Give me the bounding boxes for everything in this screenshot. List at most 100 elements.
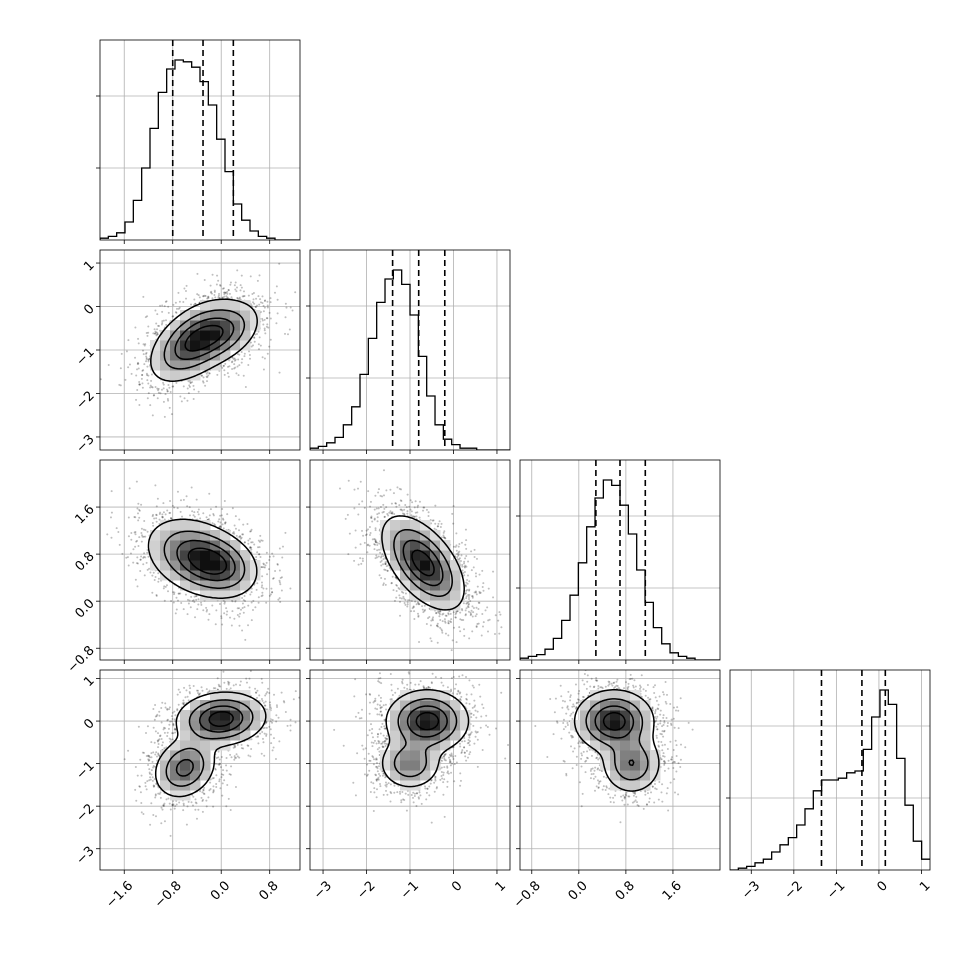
sample-point	[415, 603, 418, 606]
sample-point	[118, 543, 121, 546]
sample-point	[248, 353, 251, 356]
sample-point	[214, 687, 217, 690]
sample-point	[653, 782, 656, 785]
sample-point	[141, 374, 144, 377]
sample-point	[639, 687, 642, 690]
sample-point	[243, 541, 246, 544]
sample-point	[398, 600, 401, 603]
sample-point	[583, 673, 586, 676]
sample-point	[254, 333, 257, 336]
sample-point	[417, 614, 420, 617]
sample-point	[272, 746, 275, 749]
sample-point	[416, 506, 419, 509]
sample-point	[376, 713, 379, 716]
sample-point	[364, 747, 367, 750]
sample-point	[377, 680, 380, 683]
sample-point	[676, 706, 679, 709]
sample-point	[651, 709, 654, 712]
sample-point	[449, 760, 452, 763]
sample-point	[147, 374, 150, 377]
sample-point	[407, 671, 410, 674]
sample-point	[398, 790, 401, 793]
sample-point	[155, 334, 158, 337]
sample-point	[380, 714, 383, 717]
sample-point	[154, 703, 157, 706]
sample-point	[380, 564, 383, 567]
sample-point	[604, 685, 607, 688]
sample-point	[469, 751, 472, 754]
sample-point	[265, 561, 268, 564]
sample-point	[464, 614, 467, 617]
density-cell	[190, 780, 201, 791]
sample-point	[199, 517, 202, 520]
sample-point	[575, 755, 578, 758]
sample-point	[211, 273, 214, 276]
sample-point	[231, 610, 234, 613]
sample-point	[465, 555, 468, 558]
sample-point	[188, 506, 191, 509]
density-cell	[440, 540, 451, 551]
sample-point	[463, 570, 466, 573]
density-cell	[180, 350, 191, 361]
density-cell	[200, 580, 211, 591]
sample-point	[475, 731, 478, 734]
sample-point	[165, 300, 168, 303]
sample-point	[155, 714, 158, 717]
sample-point	[465, 595, 468, 598]
sample-point	[390, 698, 393, 701]
sample-point	[208, 690, 211, 693]
sample-point	[172, 732, 175, 735]
sample-point	[221, 517, 224, 520]
sample-point	[250, 591, 253, 594]
sample-point	[586, 756, 589, 759]
sample-point	[559, 684, 562, 687]
sample-point	[379, 700, 382, 703]
sample-point	[205, 610, 208, 613]
density-cell	[170, 540, 181, 551]
scatter-panel: −1.6 −0.8 0.0 0.8−3−2−101	[73, 669, 301, 911]
contour-line	[406, 705, 448, 738]
sample-point	[465, 581, 468, 584]
sample-point	[377, 694, 380, 697]
sample-point	[451, 762, 454, 765]
sample-point	[136, 556, 139, 559]
sample-point	[148, 772, 151, 775]
sample-point	[262, 310, 265, 313]
sample-point	[166, 397, 169, 400]
sample-point	[610, 682, 613, 685]
sample-point	[163, 415, 166, 418]
sample-point	[346, 513, 349, 516]
sample-point	[129, 552, 132, 555]
sample-point	[471, 684, 474, 687]
sample-point	[586, 680, 589, 683]
sample-point	[275, 714, 278, 717]
sample-point	[378, 713, 381, 716]
sample-point	[176, 708, 179, 711]
density-cell	[620, 710, 631, 721]
sample-point	[661, 783, 664, 786]
sample-point	[239, 608, 242, 611]
sample-point	[403, 513, 406, 516]
sample-point	[262, 562, 265, 565]
x-tick-label: 0	[449, 878, 465, 894]
sample-point	[222, 769, 225, 772]
sample-point	[220, 756, 223, 759]
sample-point	[607, 684, 610, 687]
sample-point	[215, 785, 218, 788]
sample-point	[646, 792, 649, 795]
sample-point	[370, 515, 373, 518]
density-cell	[630, 710, 641, 721]
sample-point	[198, 693, 201, 696]
contour-line	[602, 711, 626, 731]
sample-point	[439, 626, 442, 629]
sample-point	[381, 722, 384, 725]
sample-point	[663, 755, 666, 758]
sample-point	[604, 788, 607, 791]
sample-point	[374, 527, 377, 530]
sample-point	[210, 290, 213, 293]
sample-point	[241, 606, 244, 609]
sample-point	[284, 302, 287, 305]
sample-point	[389, 488, 392, 491]
sample-point	[379, 710, 382, 713]
sample-point	[590, 677, 593, 680]
